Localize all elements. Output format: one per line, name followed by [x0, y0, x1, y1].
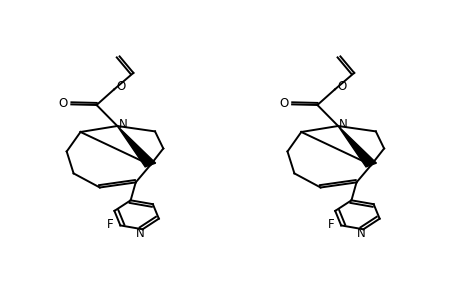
Text: N: N	[356, 227, 364, 240]
Polygon shape	[117, 126, 155, 167]
Text: O: O	[337, 80, 346, 94]
Text: O: O	[117, 80, 126, 94]
Polygon shape	[337, 126, 375, 167]
Text: O: O	[279, 97, 288, 110]
Text: N: N	[118, 118, 127, 131]
Text: N: N	[338, 118, 347, 131]
Text: N: N	[135, 227, 144, 240]
Text: F: F	[327, 218, 334, 231]
Text: O: O	[58, 97, 67, 110]
Text: F: F	[106, 218, 113, 231]
